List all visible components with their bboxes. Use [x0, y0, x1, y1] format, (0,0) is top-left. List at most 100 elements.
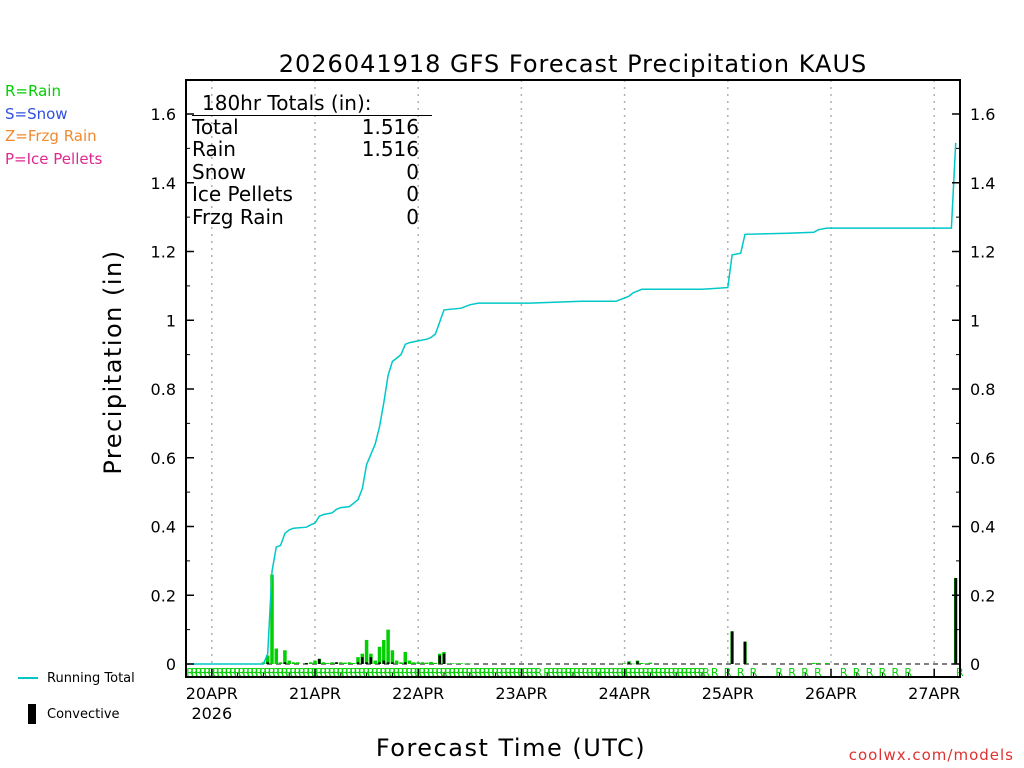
precip-type-marker: R — [281, 666, 289, 679]
x-tick-label: 22APR — [392, 684, 444, 703]
precip-type-marker: R — [612, 666, 620, 679]
convective-bar — [365, 662, 368, 664]
rain-bar — [648, 662, 653, 664]
legend-snow: S=Snow — [5, 104, 68, 123]
precip-type-marker: R — [302, 666, 310, 679]
convective-bar — [954, 578, 957, 664]
x-tick-label: 23APR — [495, 684, 547, 703]
precip-type-marker: R — [509, 666, 517, 679]
totals-value: 0 — [406, 182, 419, 206]
y-tick-label-right: 0.6 — [970, 449, 995, 468]
precip-type-marker: R — [737, 666, 745, 679]
precip-type-marker: R — [225, 666, 233, 679]
precip-type-marker: R — [801, 666, 809, 679]
precip-type-marker: R — [431, 666, 439, 679]
series-legend: Running Total Convective — [18, 668, 135, 740]
totals-header: 180hr Totals (in): — [192, 92, 432, 116]
precip-type-marker: R — [195, 666, 203, 679]
precip-type-marker: R — [444, 666, 452, 679]
totals-box: 180hr Totals (in): Total 1.516 Rain 1.51… — [192, 92, 432, 228]
precip-type-marker: R — [892, 666, 900, 679]
precip-type-marker: R — [492, 666, 500, 679]
rain-bar — [455, 663, 459, 664]
y-tick-label-left: 0.2 — [151, 586, 176, 605]
precip-type-marker: R — [221, 666, 229, 679]
rain-bar — [463, 663, 468, 665]
rain-bar — [278, 662, 283, 664]
rain-bar — [296, 662, 300, 664]
y-tick-label-left: 0.8 — [151, 380, 176, 399]
y-tick-label-left: 1.2 — [151, 243, 176, 262]
rain-bar — [640, 662, 644, 664]
convective-swatch — [28, 704, 36, 724]
convective-bar — [627, 662, 631, 664]
precip-type-marker: R — [672, 666, 680, 679]
convective-bar — [361, 657, 364, 664]
precip-type-marker: R — [565, 666, 573, 679]
precip-type-marker: R — [853, 666, 861, 679]
precip-type-marker: R — [586, 666, 594, 679]
rain-bar — [816, 662, 820, 664]
precip-type-marker: R — [354, 666, 362, 679]
precip-type-marker: R — [646, 666, 654, 679]
precip-type-marker: R — [462, 666, 470, 679]
precip-type-marker: R — [350, 666, 358, 679]
running-total-swatch — [18, 677, 38, 679]
precip-type-marker: R — [664, 666, 672, 679]
rain-bar — [416, 662, 420, 664]
precip-type-marker: R — [234, 666, 242, 679]
rain-bar — [386, 629, 390, 664]
convective-bar — [369, 657, 373, 664]
precip-type-marker: R — [775, 666, 783, 679]
convective-bar — [730, 631, 734, 664]
convective-bar — [378, 662, 381, 664]
precip-type-marker: R — [526, 666, 534, 679]
precip-type-marker: R — [474, 666, 482, 679]
totals-label: Snow — [192, 159, 246, 184]
credit-link[interactable]: coolwx.com/models — [848, 746, 1014, 764]
precip-type-marker: R — [315, 666, 323, 679]
totals-row-total: Total 1.516 — [192, 115, 419, 139]
y-tick-label-right: 0.8 — [970, 380, 995, 399]
precip-type-marker: R — [290, 666, 298, 679]
precip-type-marker: R — [694, 666, 702, 679]
precip-type-marker: R — [840, 666, 848, 679]
convective-bar — [305, 662, 308, 664]
y-tick-label-right: 0 — [970, 655, 980, 674]
precip-type-marker: R — [711, 666, 719, 679]
precip-type-marker: R — [638, 666, 646, 679]
precip-type-marker: R — [702, 666, 710, 679]
rain-bar — [364, 639, 369, 664]
rain-bar — [412, 662, 416, 664]
convective-bar — [386, 662, 390, 664]
rain-bar — [339, 662, 343, 664]
rain-bar — [351, 662, 356, 664]
precip-type-marker: R — [268, 666, 276, 679]
rain-bar — [326, 662, 330, 664]
totals-value: 1.516 — [361, 137, 419, 161]
rain-bar — [420, 662, 425, 664]
rain-bar — [631, 663, 635, 665]
rain-bar — [399, 662, 403, 664]
y-tick-label-right: 1.6 — [970, 105, 995, 124]
precip-type-marker: R — [341, 666, 349, 679]
totals-label: Rain — [192, 137, 236, 161]
precip-type-marker: R — [307, 666, 315, 679]
precip-type-marker: R — [500, 666, 508, 679]
y-tick-label-left: 0.6 — [151, 449, 176, 468]
rain-bar — [429, 661, 433, 664]
precip-type-marker: R — [689, 666, 697, 679]
rain-bar — [618, 663, 623, 665]
precip-type-marker: R — [453, 666, 461, 679]
precip-type-marker: R — [487, 666, 495, 679]
rain-bar — [330, 662, 334, 664]
precip-type-marker: R — [401, 666, 409, 679]
precip-type-marker: R — [470, 666, 478, 679]
precip-type-marker: R — [543, 666, 551, 679]
totals-value: 0 — [406, 204, 419, 229]
precip-type-marker: R — [651, 666, 659, 679]
rain-bar — [274, 648, 279, 664]
precip-type-marker: R — [535, 666, 543, 679]
precip-type-marker: R — [298, 666, 306, 679]
precip-type-marker: R — [436, 666, 444, 679]
